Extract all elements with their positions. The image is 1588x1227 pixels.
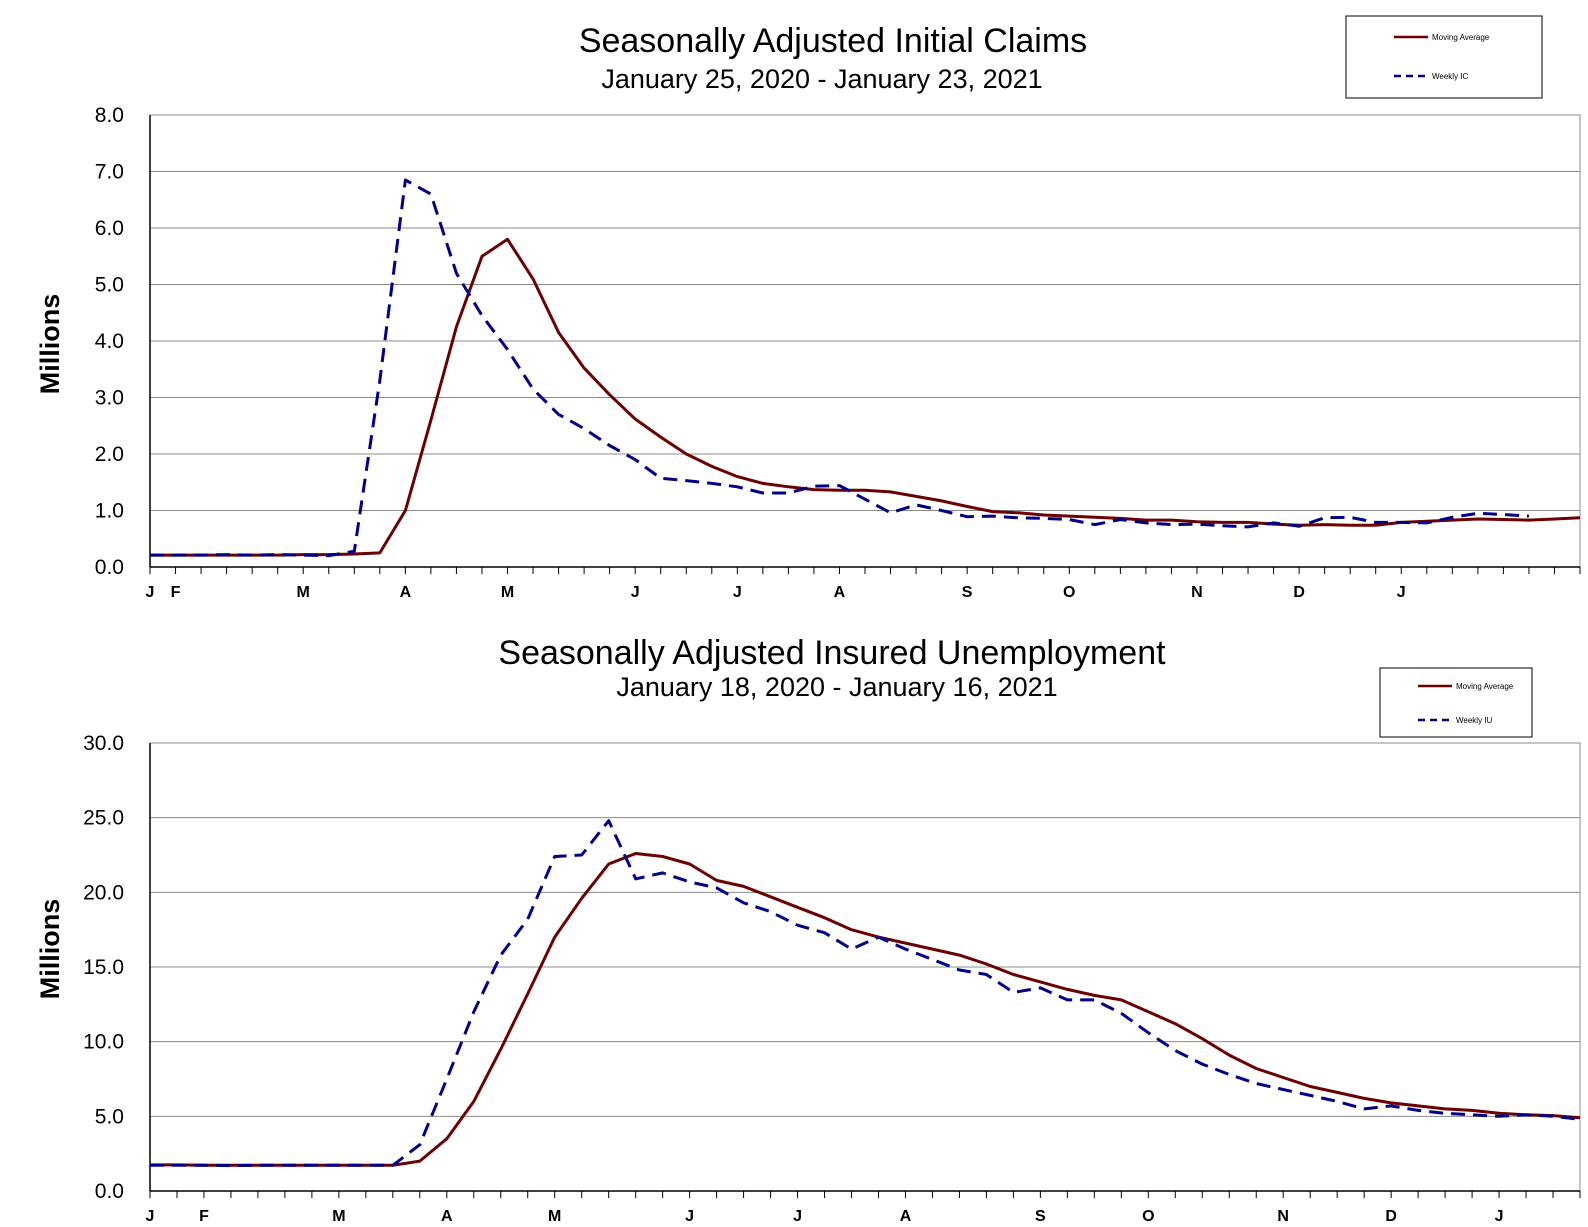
x-tick-label: J bbox=[793, 1208, 802, 1225]
x-tick-label: M bbox=[548, 1208, 561, 1225]
x-tick-label: J bbox=[146, 1208, 155, 1225]
x-tick-label: J bbox=[146, 584, 155, 601]
y-tick-label: 25.0 bbox=[83, 807, 124, 830]
series-line-moving-average bbox=[150, 237, 1581, 557]
x-tick-label: J bbox=[1495, 1208, 1504, 1225]
x-tick-marks bbox=[149, 1191, 1581, 1198]
legend: Moving Average Weekly IU bbox=[1379, 667, 1533, 738]
x-tick-label: F bbox=[199, 1208, 209, 1225]
chart-subtitle: January 25, 2020 - January 23, 2021 bbox=[601, 64, 1042, 94]
x-tick-label: O bbox=[1142, 1208, 1154, 1225]
x-tick-label: A bbox=[441, 1208, 453, 1225]
y-tick-label: 8.0 bbox=[95, 104, 124, 127]
legend-label-moving-average: Moving Average bbox=[1456, 682, 1514, 691]
y-tick-label: 15.0 bbox=[83, 956, 124, 979]
series-line-moving-average bbox=[150, 852, 1581, 1167]
x-tick-label: F bbox=[171, 584, 181, 601]
x-tick-label: J bbox=[631, 584, 640, 601]
x-tick-label: N bbox=[1191, 584, 1203, 601]
y-tick-label: 30.0 bbox=[83, 732, 124, 755]
x-tick-label: S bbox=[1035, 1208, 1046, 1225]
y-tick-label: 1.0 bbox=[95, 500, 124, 523]
legend-box bbox=[1345, 15, 1543, 99]
y-axis-label: Millions bbox=[35, 899, 65, 1000]
y-tick-label: 5.0 bbox=[95, 1105, 124, 1128]
y-tick-label: 20.0 bbox=[83, 881, 124, 904]
gridlines bbox=[149, 742, 1581, 1192]
y-tick-label: 0.0 bbox=[95, 1180, 124, 1203]
x-tick-label: J bbox=[733, 584, 742, 601]
y-tick-labels: 0.0 5.0 10.0 15.0 20.0 25.0 30.0 bbox=[83, 732, 124, 1203]
chart-title: Seasonally Adjusted Initial Claims bbox=[579, 22, 1087, 60]
x-tick-marks bbox=[149, 567, 1581, 574]
y-tick-labels: 0.0 1.0 2.0 3.0 4.0 5.0 6.0 7.0 8.0 bbox=[95, 104, 124, 579]
legend-label-weekly-iu: Weekly IU bbox=[1456, 716, 1493, 725]
y-tick-label: 2.0 bbox=[95, 443, 124, 466]
chart-subtitle: January 18, 2020 - January 16, 2021 bbox=[616, 672, 1057, 702]
legend-label-moving-average: Moving Average bbox=[1432, 33, 1490, 42]
y-tick-label: 6.0 bbox=[95, 217, 124, 240]
y-tick-label: 7.0 bbox=[95, 161, 124, 184]
y-tick-label: 3.0 bbox=[95, 387, 124, 410]
x-tick-label: A bbox=[400, 584, 412, 601]
x-tick-label: A bbox=[834, 584, 846, 601]
y-axis-label: Millions bbox=[35, 294, 65, 395]
legend-label-weekly-ic: Weekly IC bbox=[1432, 72, 1469, 81]
x-tick-label: D bbox=[1293, 584, 1305, 601]
x-tick-label: J bbox=[1397, 584, 1406, 601]
series-line-weekly-ic bbox=[150, 178, 1529, 558]
legend: Moving Average Weekly IC bbox=[1345, 15, 1543, 99]
y-tick-label: 5.0 bbox=[95, 274, 124, 297]
y-tick-label: 0.0 bbox=[95, 556, 124, 579]
x-tick-label: N bbox=[1277, 1208, 1289, 1225]
x-tick-label: S bbox=[962, 584, 973, 601]
initial-claims-chart: Seasonally Adjusted Initial Claims Janua… bbox=[35, 15, 1581, 601]
legend-box bbox=[1379, 667, 1533, 738]
x-tick-label: J bbox=[685, 1208, 694, 1225]
series-line-weekly-iu bbox=[150, 819, 1581, 1168]
x-tick-label: O bbox=[1063, 584, 1075, 601]
x-tick-label: M bbox=[501, 584, 514, 601]
x-tick-label: D bbox=[1385, 1208, 1397, 1225]
series-lines bbox=[150, 819, 1581, 1168]
x-tick-label: A bbox=[900, 1208, 912, 1225]
insured-unemployment-chart: Seasonally Adjusted Insured Unemployment… bbox=[35, 634, 1581, 1225]
y-tick-label: 10.0 bbox=[83, 1031, 124, 1054]
x-tick-label: M bbox=[332, 1208, 345, 1225]
x-tick-label: M bbox=[297, 584, 310, 601]
chart-title: Seasonally Adjusted Insured Unemployment bbox=[498, 634, 1166, 672]
series-lines bbox=[150, 178, 1581, 558]
y-tick-label: 4.0 bbox=[95, 330, 124, 353]
